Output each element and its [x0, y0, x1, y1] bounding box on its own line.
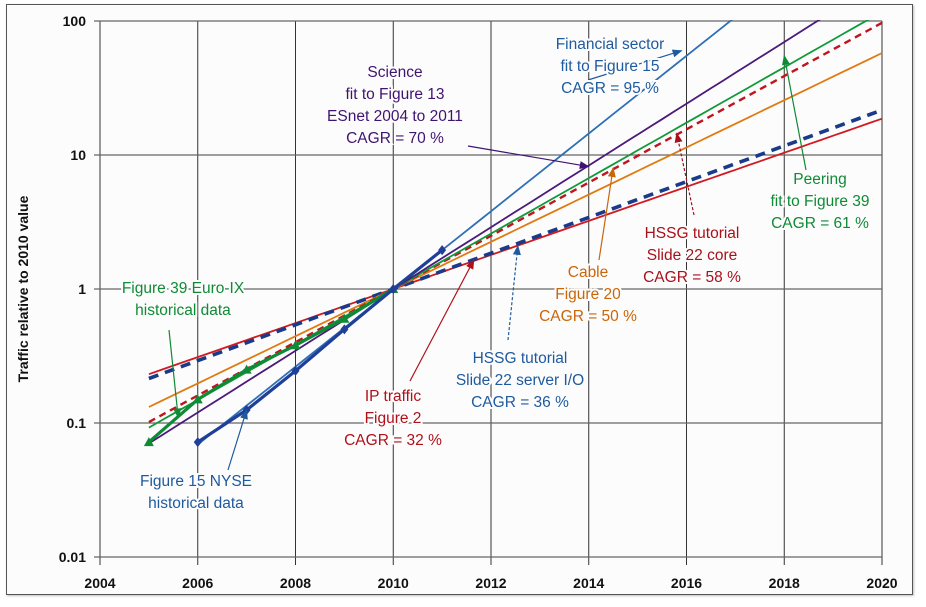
annotation-text: Peering — [793, 171, 846, 188]
annotation-financial: Financial sector fit to Figure 15 CAGR = 9… — [554, 34, 683, 99]
data-point-marker — [438, 245, 447, 256]
x-tick-label: 2006 — [182, 575, 213, 591]
data-point-marker — [192, 394, 203, 404]
grid — [94, 20, 883, 565]
annotation-text: IP traffic — [365, 388, 422, 405]
data-point-marker — [389, 284, 398, 294]
annotation-cable: Cable Figure 20 CAGR = 50 % — [537, 166, 639, 327]
annotation-text: Figure 20 — [555, 286, 621, 303]
annotation-arrow — [227, 409, 248, 471]
annotation-arrow — [507, 244, 521, 341]
annotation-arrow — [168, 329, 182, 419]
y-axis-label: Traffic relative to 2010 value — [15, 195, 31, 382]
annotation-arrow — [598, 166, 616, 261]
data-point-marker — [339, 313, 350, 323]
x-tick-label: 2018 — [769, 575, 800, 591]
annotation-nyse: Figure 15 NYSE historical data — [138, 409, 254, 514]
data-point-marker — [193, 437, 202, 448]
chart-frame — [6, 4, 913, 595]
series-line-ip-traffic-figure-2 — [148, 117, 883, 376]
annotation-text: CAGR = 70 % — [346, 130, 444, 147]
annotation-ip: IP traffic Figure 2 CAGR = 32 % — [342, 258, 475, 451]
x-tick-label: 2008 — [280, 575, 311, 591]
annotation-text: historical data — [135, 302, 231, 319]
annotation-peering: Peering fit to Figure 39 CAGR = 61 % — [768, 54, 872, 234]
annotation-text: Figure 2 — [365, 410, 422, 427]
annotation-text: fit to Figure 39 — [770, 193, 869, 210]
x-tick-label: 2016 — [671, 575, 702, 591]
x-tick-label: 2004 — [84, 575, 115, 591]
annotation-text: Slide 22 core — [647, 247, 737, 264]
y-tick-label: 0.1 — [67, 415, 87, 431]
annotation-text: Cable — [568, 264, 609, 281]
annotation-text: Figure 39 Euro-IX — [122, 280, 245, 297]
annotation-text: CAGR = 58 % — [643, 269, 741, 286]
annotation-science: Science fit to Figure 13 ESnet 2004 to 201… — [325, 62, 590, 169]
annotation-text: CAGR = 32 % — [344, 432, 442, 449]
annotation-text: Figure 15 NYSE — [140, 473, 252, 490]
annotation-text: CAGR = 50 % — [539, 308, 637, 325]
annotation-arrow — [674, 132, 695, 216]
series-line-science-fit-to-figure-13-esnet-2004-to-2011 — [148, 20, 821, 445]
annotation-hssg-server: HSSG tutorial Slide 22 server I/O CAGR = 3… — [454, 244, 586, 413]
series-line-cable-figure-20 — [148, 52, 883, 408]
data-point-marker — [143, 437, 154, 447]
data-point-marker — [340, 324, 349, 335]
x-tick-label: 2010 — [378, 575, 409, 591]
y-tick-label: 1 — [78, 281, 86, 297]
annotation-text: ESnet 2004 to 2011 — [327, 108, 463, 125]
annotation-arrow — [467, 145, 590, 169]
annotation-arrow — [409, 258, 475, 382]
x-tick-label: 2014 — [573, 575, 604, 591]
y-tick-label: 0.01 — [59, 549, 86, 565]
annotation-arrow — [782, 54, 807, 171]
series-line-figure-39-euro-ix-historical-data — [147, 287, 395, 444]
annotation-text: CAGR = 61 % — [771, 215, 869, 232]
annotation-text: fit to Figure 15 — [560, 58, 659, 75]
annotation-text: fit to Figure 13 — [345, 86, 444, 103]
y-tick-label: 100 — [63, 13, 87, 29]
annotations-layer: Financial sector fit to Figure 15 CAGR = 9… — [120, 34, 872, 514]
y-tick-label: 10 — [70, 147, 86, 163]
x-tick-label: 2012 — [475, 575, 506, 591]
x-tick-label: 2020 — [866, 575, 897, 591]
data-point-marker — [241, 364, 252, 374]
axes: 2004 2006 2008 2010 2012 2014 2016 2018 2020 0.01… — [59, 13, 898, 591]
annotation-text: CAGR = 36 % — [471, 394, 569, 411]
annotation-text: Science — [367, 64, 422, 81]
annotation-text: Slide 22 server I/O — [456, 372, 584, 389]
series-line-hssg-tutorial-slide-22-server-i-o — [148, 108, 883, 381]
data-point-marker — [291, 365, 300, 376]
annotation-text: CAGR = 95 % — [561, 80, 659, 97]
annotation-text: Financial sector — [556, 36, 665, 53]
annotation-euroix: Figure 39 Euro-IX historical data — [120, 278, 247, 419]
annotation-text: HSSG tutorial — [645, 225, 740, 242]
series-line-financial-sector-fit-to-figure-15 — [197, 20, 733, 446]
data-point-marker — [290, 340, 301, 350]
annotation-text: historical data — [148, 495, 244, 512]
annotation-arrow — [587, 49, 683, 81]
annotation-text: HSSG tutorial — [473, 350, 568, 367]
series-line-figure-15-nyse-historical-data — [196, 248, 444, 444]
annotation-hssg-core: HSSG tutorial Slide 22 core CAGR = 58 % — [641, 132, 743, 288]
